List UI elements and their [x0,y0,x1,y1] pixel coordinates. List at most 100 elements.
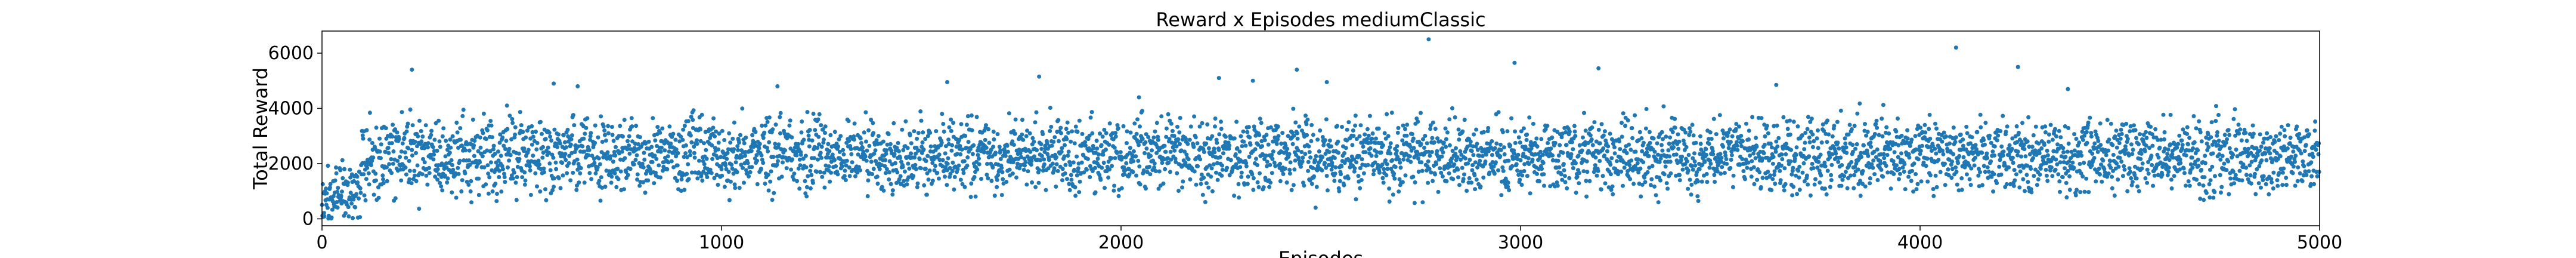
data-point [1456,167,1460,172]
data-point [1373,160,1377,165]
data-point [481,131,485,136]
data-point [820,174,825,179]
data-point [526,148,531,152]
data-point [1455,155,1460,159]
data-point [1844,150,1849,155]
data-point [1098,131,1102,136]
data-point [2118,136,2123,141]
data-point [761,161,766,165]
data-point [990,165,995,170]
data-point [917,148,921,153]
data-point [1550,153,1555,158]
data-point [2199,139,2204,144]
data-point [2169,177,2174,182]
data-point [1005,149,1010,154]
data-point [606,131,611,136]
data-point [1730,185,1735,189]
data-point [1239,174,1244,179]
data-point [934,129,939,134]
data-point [1534,136,1539,141]
data-point [610,133,615,137]
data-point [537,162,541,167]
data-point [1432,140,1436,145]
data-point [1412,201,1417,205]
data-point [1426,159,1431,164]
data-point [1315,137,1320,142]
data-point [891,121,896,125]
data-point [2127,166,2132,171]
data-point [1494,141,1499,146]
data-point [822,170,826,175]
data-point [1451,177,1456,182]
data-point [348,191,353,195]
data-point [1268,162,1272,167]
data-point [1695,170,1699,175]
data-point [1812,139,1816,143]
data-point [1852,173,1856,177]
data-point [1976,173,1981,178]
data-point [1041,168,1045,173]
data-point [1083,140,1088,145]
data-point [1724,161,1729,166]
data-point [2011,161,2015,165]
data-point [2172,174,2176,179]
data-point [1239,170,1244,175]
data-point [1884,164,1888,168]
data-point [593,140,597,145]
data-point [816,157,820,162]
data-point [671,165,676,170]
data-point [1852,124,1857,128]
data-point [1262,156,1267,161]
data-point [1896,155,1900,159]
data-point [1843,141,1848,146]
data-point [1537,179,1541,183]
data-point [432,137,437,142]
data-point [1698,152,1702,156]
data-point [484,137,488,142]
data-point [1797,164,1802,169]
data-point [850,160,854,165]
data-point [1033,120,1038,125]
data-point [1354,197,1358,202]
data-point [1828,155,1832,160]
data-point [346,214,351,219]
data-point [1731,173,1736,178]
data-point [2238,127,2243,132]
data-point [1265,164,1270,168]
data-point [1879,167,1884,172]
data-point [987,140,992,145]
data-point [1005,143,1010,148]
data-point [819,123,823,128]
data-point [1667,142,1671,146]
data-point [613,153,618,158]
data-point [963,134,968,138]
data-point [1363,132,1367,137]
data-point [1293,158,1298,163]
data-point [1712,173,1717,177]
data-point [2167,158,2172,162]
data-point [1992,153,1997,158]
data-point [2198,130,2203,134]
data-point [443,154,448,159]
data-point [1753,156,1758,161]
data-point [1431,120,1435,125]
data-point [415,163,420,168]
data-point [2044,167,2048,172]
data-point [1577,181,1581,186]
data-point [389,157,394,161]
data-point [2070,160,2075,165]
data-point [759,153,764,158]
data-point [367,182,371,187]
data-point [501,143,506,148]
data-point [1168,170,1172,174]
data-point [1093,190,1098,195]
data-point [1342,183,1346,188]
data-point [2036,141,2041,146]
data-point [1075,154,1079,159]
data-point [2080,130,2085,134]
data-point [2072,165,2076,170]
data-point [433,174,438,179]
data-point [2146,171,2151,176]
data-point [1198,157,1203,162]
data-point [543,187,547,192]
